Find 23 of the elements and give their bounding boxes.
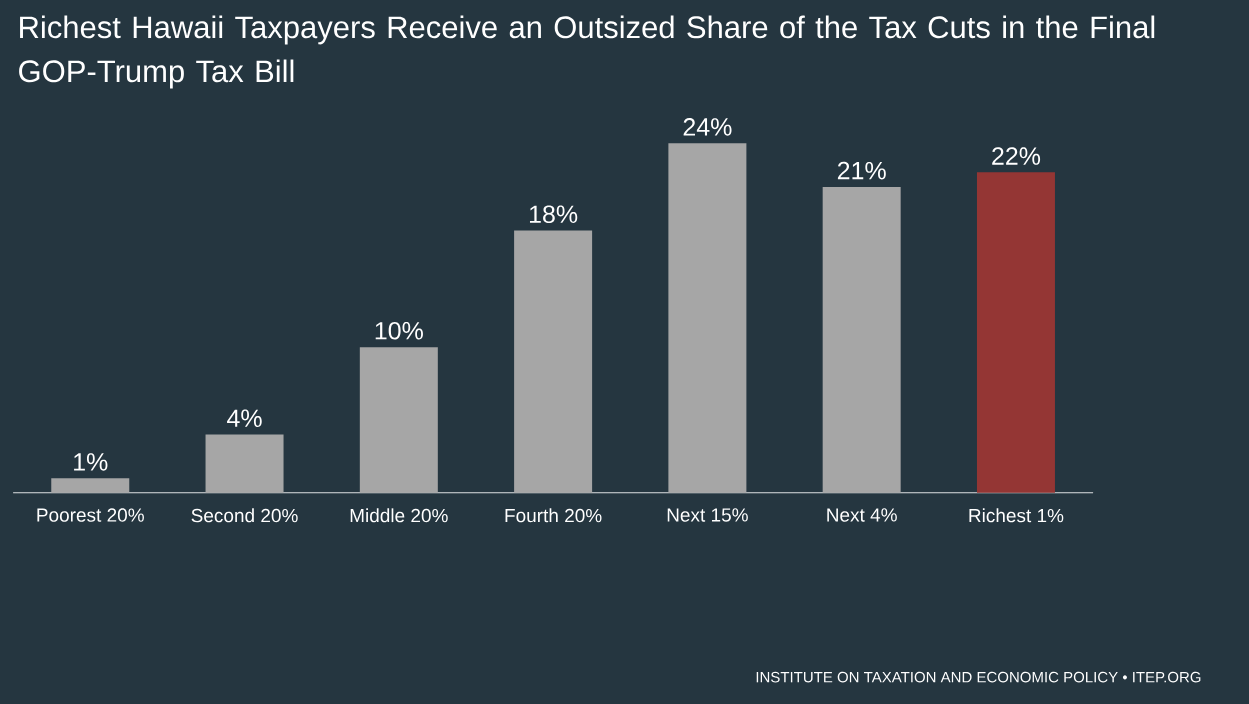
bar [205, 434, 284, 493]
x-tick-label: Richest 1% [969, 508, 1064, 523]
bar [51, 478, 130, 493]
bar [822, 186, 901, 493]
x-tick-label: Fourth 20% [505, 508, 602, 523]
data-label: 1% [74, 453, 108, 471]
bar [976, 172, 1055, 493]
bar [514, 230, 593, 493]
bar [359, 347, 438, 493]
x-tick-label: Poorest 20% [37, 508, 144, 522]
data-label: 10% [375, 321, 423, 340]
x-tick-label: Next 15% [667, 508, 748, 522]
x-tick-label: Middle 20% [350, 508, 448, 523]
data-label: 4% [227, 409, 262, 427]
chart-title: Richest Hawaii Taxpayers Receive an Outsized Share of the Tax Cuts in the Final GOP-Trump Tax Bill [19, 15, 1155, 89]
bar [668, 143, 747, 493]
data-label: 22% [992, 147, 1041, 165]
x-tick-label: Next 4% [827, 508, 897, 522]
data-label: 21% [837, 161, 886, 180]
text: INSTITUTE ON TAXATION AND ECONOMIC POLICY • ITEP.ORG [756, 671, 1201, 683]
x-tick-label: Second 20% [191, 508, 298, 523]
data-label: 24% [683, 118, 732, 136]
data-label: 18% [529, 205, 578, 224]
